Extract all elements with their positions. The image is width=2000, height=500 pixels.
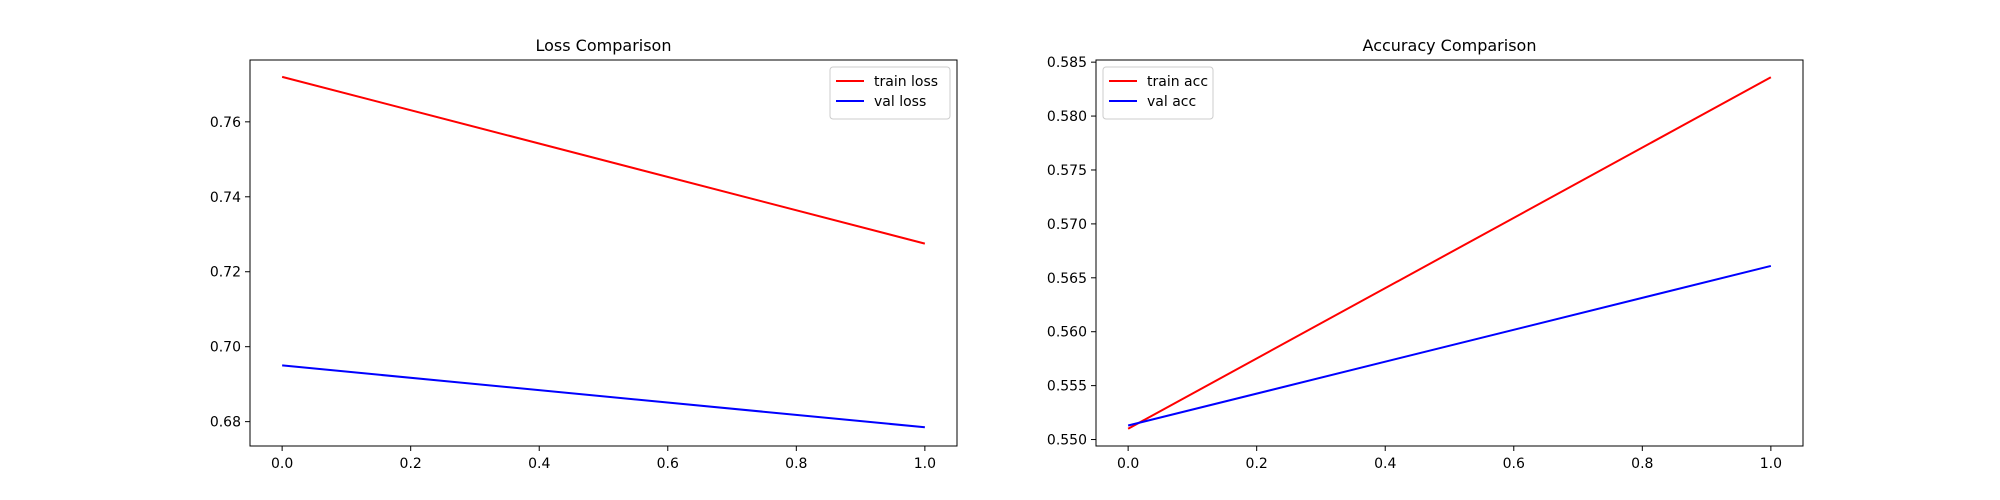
- y-tick-label: 0.550: [1047, 433, 1087, 449]
- x-tick-label: 0.6: [1503, 456, 1525, 472]
- x-tick-label: 0.4: [528, 456, 550, 472]
- x-tick-label: 0.2: [1246, 456, 1268, 472]
- series-line-train-loss: [281, 75, 926, 245]
- x-tick-label: 0.2: [400, 456, 422, 472]
- chart-1: Loss Comparison 0.0 0.2 0.4 0.6 0.8 1.0 0.68 0.7…: [210, 36, 958, 472]
- x-tick-label: 0.4: [1374, 456, 1396, 472]
- x-tick-label: 0.6: [657, 456, 679, 472]
- series-line-train-acc: [1127, 76, 1772, 430]
- axes-frame: [1095, 59, 1804, 447]
- x-tick-label: 1.0: [1760, 456, 1782, 472]
- x-tick-label: 0.8: [785, 456, 807, 472]
- legend: train loss val loss: [829, 66, 951, 120]
- series-line-val-acc: [1127, 264, 1772, 427]
- x-tick-label: 0.8: [1631, 456, 1653, 472]
- y-tick-label: 0.72: [210, 265, 241, 281]
- x-tick-label: 0.0: [1117, 456, 1139, 472]
- plot-area: [250, 60, 957, 446]
- legend-label: val loss: [874, 94, 926, 110]
- y-tick-label: 0.570: [1047, 217, 1087, 233]
- y-tick-label: 0.585: [1047, 55, 1087, 71]
- y-tick-label: 0.76: [210, 115, 241, 131]
- y-tick-label: 0.68: [210, 415, 241, 431]
- y-tick-label: 0.70: [210, 340, 241, 356]
- y-tick-label: 0.74: [210, 190, 241, 206]
- legend-label: train loss: [874, 74, 938, 90]
- y-tick-label: 0.560: [1047, 325, 1087, 341]
- y-tick-label: 0.575: [1047, 163, 1087, 179]
- chart-2: Accuracy Comparison 0.0 0.2 0.4 0.6 0.8 1.0 0.5…: [1047, 36, 1804, 472]
- x-tick-label: 1.0: [914, 456, 936, 472]
- x-tick-label: 0.0: [271, 456, 293, 472]
- chart-title: Loss Comparison: [536, 36, 672, 55]
- chart-title: Accuracy Comparison: [1363, 36, 1537, 55]
- charts: Loss Comparison 0.0 0.2 0.4 0.6 0.8 1.0 0.68 0.7…: [210, 36, 1804, 472]
- legend-label: train acc: [1147, 74, 1208, 90]
- y-tick-label: 0.580: [1047, 109, 1087, 125]
- legend: train acc val acc: [1102, 66, 1214, 120]
- y-tick-label: 0.555: [1047, 379, 1087, 395]
- legend-label: val acc: [1147, 94, 1196, 110]
- series-line-val-loss: [282, 364, 925, 429]
- y-tick-label: 0.565: [1047, 271, 1087, 287]
- axes-frame: [249, 59, 958, 447]
